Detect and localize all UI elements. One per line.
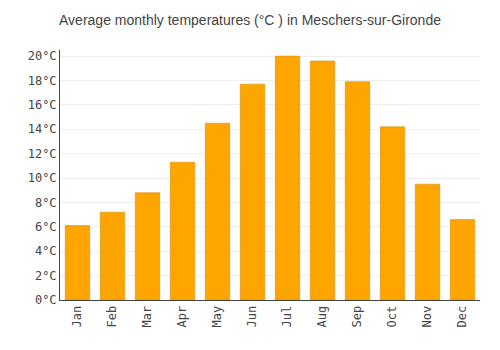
svg-text:20°C: 20°C — [28, 49, 57, 63]
svg-text:May: May — [210, 306, 224, 328]
svg-text:Average monthly temperatures (: Average monthly temperatures (°C ) in Me… — [59, 12, 441, 28]
svg-text:Aug: Aug — [315, 306, 329, 328]
svg-text:Sep: Sep — [350, 306, 364, 328]
svg-text:16°C: 16°C — [28, 98, 57, 112]
svg-text:18°C: 18°C — [28, 74, 57, 88]
svg-text:4°C: 4°C — [35, 244, 57, 258]
svg-text:14°C: 14°C — [28, 122, 57, 136]
svg-text:Dec: Dec — [455, 306, 469, 328]
svg-text:Mar: Mar — [140, 306, 154, 328]
svg-text:Jul: Jul — [280, 306, 294, 328]
svg-text:Oct: Oct — [385, 306, 399, 328]
svg-text:6°C: 6°C — [35, 220, 57, 234]
svg-text:0°C: 0°C — [35, 293, 57, 307]
svg-text:Jun: Jun — [245, 306, 259, 328]
svg-text:10°C: 10°C — [28, 171, 57, 185]
svg-text:Nov: Nov — [420, 306, 434, 328]
svg-text:Jan: Jan — [70, 306, 84, 328]
svg-text:12°C: 12°C — [28, 147, 57, 161]
svg-text:8°C: 8°C — [35, 196, 57, 210]
svg-text:Feb: Feb — [105, 306, 119, 328]
svg-text:Apr: Apr — [175, 306, 189, 328]
svg-text:2°C: 2°C — [35, 269, 57, 283]
